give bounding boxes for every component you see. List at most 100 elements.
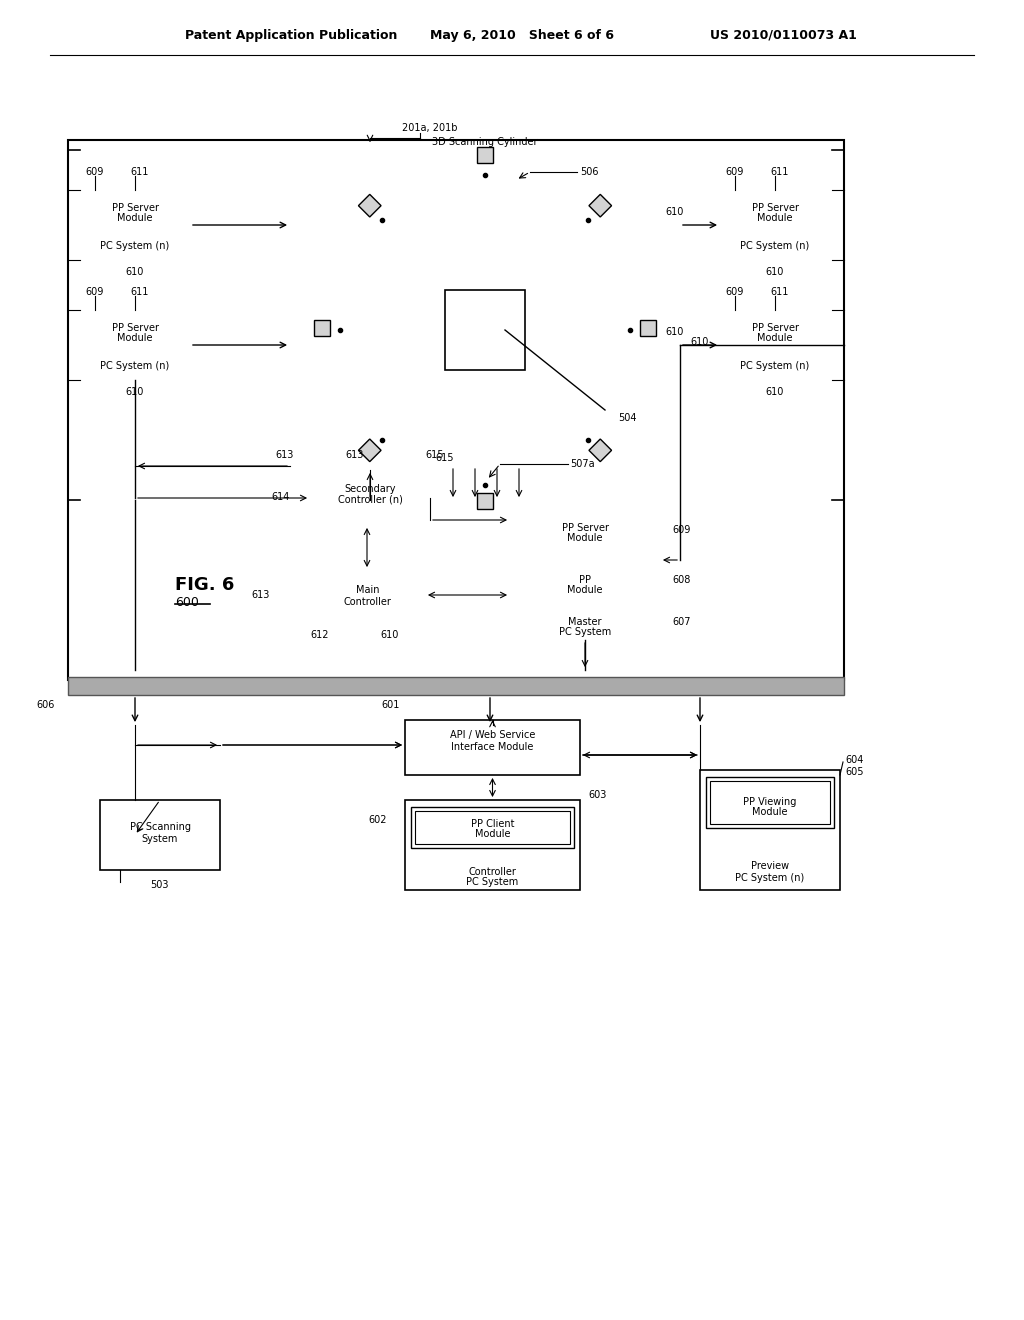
Text: 613: 613 — [346, 450, 365, 459]
Text: 610: 610 — [125, 387, 143, 397]
Bar — [511, 466, 527, 480]
Bar — [489, 466, 505, 480]
Text: PC Scanning: PC Scanning — [129, 822, 190, 832]
Bar — [314, 319, 330, 337]
Text: 609: 609 — [725, 168, 743, 177]
Text: 608: 608 — [672, 576, 690, 585]
Text: 610: 610 — [380, 630, 398, 640]
Text: Module: Module — [118, 333, 153, 343]
Text: PC System (n): PC System (n) — [740, 360, 810, 371]
Text: 615: 615 — [436, 453, 455, 463]
Text: PP Server: PP Server — [561, 523, 608, 533]
Text: Preview: Preview — [751, 861, 790, 871]
Bar — [589, 194, 611, 216]
Bar — [411, 807, 574, 847]
Bar — [706, 777, 834, 828]
Text: API / Web Service: API / Web Service — [450, 730, 536, 741]
Bar — [84, 194, 186, 256]
Text: PP: PP — [579, 576, 591, 585]
Text: May 6, 2010   Sheet 6 of 6: May 6, 2010 Sheet 6 of 6 — [430, 29, 614, 41]
Text: 611: 611 — [770, 286, 788, 297]
Bar — [522, 565, 648, 601]
Bar — [640, 319, 656, 337]
Text: 609: 609 — [85, 286, 103, 297]
Text: PP Server: PP Server — [112, 203, 159, 213]
Bar — [310, 470, 430, 525]
Text: PC System: PC System — [466, 876, 518, 887]
Bar — [720, 310, 830, 380]
Text: PC System (n): PC System (n) — [100, 242, 170, 251]
Text: 615: 615 — [426, 450, 444, 459]
Text: Module: Module — [758, 333, 793, 343]
Text: 611: 611 — [130, 168, 148, 177]
Text: Master: Master — [568, 616, 602, 627]
Text: Secondary: Secondary — [344, 484, 395, 495]
Text: 603: 603 — [588, 789, 606, 800]
Text: 201a, 201b: 201a, 201b — [402, 123, 458, 133]
Bar — [518, 561, 652, 605]
Text: Module: Module — [475, 829, 510, 840]
Text: PC System (n): PC System (n) — [735, 873, 805, 883]
Text: Module: Module — [118, 213, 153, 223]
Text: Module: Module — [567, 533, 603, 543]
Text: Controller: Controller — [469, 867, 516, 876]
Text: PP Server: PP Server — [112, 323, 159, 333]
Text: 610: 610 — [765, 267, 783, 277]
Text: FIG. 6: FIG. 6 — [175, 576, 234, 594]
Text: 610: 610 — [665, 207, 683, 216]
Bar — [724, 314, 826, 376]
Text: PP Viewing: PP Viewing — [743, 797, 797, 807]
Text: 507a: 507a — [570, 459, 595, 469]
Text: 601: 601 — [382, 700, 400, 710]
Text: PP Server: PP Server — [752, 323, 799, 333]
Bar — [406, 719, 580, 775]
Text: 3D Scanning Cylinder: 3D Scanning Cylinder — [432, 137, 538, 147]
Bar — [724, 194, 826, 256]
Text: Main: Main — [355, 585, 379, 595]
Text: 611: 611 — [770, 168, 788, 177]
Bar — [700, 770, 840, 890]
Text: Module: Module — [567, 585, 603, 595]
Text: PP Client: PP Client — [471, 818, 514, 829]
Bar — [415, 810, 570, 843]
Bar — [477, 147, 493, 162]
Text: Patent Application Publication: Patent Application Publication — [185, 29, 397, 41]
Ellipse shape — [340, 176, 630, 484]
Text: 610: 610 — [765, 387, 783, 397]
Bar — [358, 440, 381, 462]
Text: 610: 610 — [125, 267, 143, 277]
Text: 613: 613 — [275, 450, 294, 459]
Text: PC System: PC System — [559, 627, 611, 638]
Text: Module: Module — [758, 213, 793, 223]
Text: PC System (n): PC System (n) — [740, 242, 810, 251]
Bar — [100, 800, 220, 870]
Text: US 2010/0110073 A1: US 2010/0110073 A1 — [710, 29, 857, 41]
Bar — [310, 570, 425, 620]
Text: 606: 606 — [37, 700, 55, 710]
Text: 613: 613 — [252, 590, 270, 601]
Text: 506: 506 — [580, 168, 598, 177]
Bar — [84, 314, 186, 376]
Bar — [358, 194, 381, 216]
Text: 611: 611 — [130, 286, 148, 297]
Text: 602: 602 — [369, 814, 387, 825]
Text: 604: 604 — [845, 755, 863, 766]
Bar — [710, 781, 830, 824]
Text: Interface Module: Interface Module — [452, 742, 534, 752]
Bar — [467, 466, 483, 480]
Text: 503: 503 — [150, 880, 169, 890]
Bar — [290, 150, 680, 500]
Text: PP Server: PP Server — [752, 203, 799, 213]
Text: 614: 614 — [271, 492, 290, 503]
Text: 605: 605 — [845, 767, 863, 777]
Bar — [445, 290, 525, 370]
Text: 609: 609 — [725, 286, 743, 297]
Text: 610: 610 — [665, 327, 683, 337]
Bar — [68, 677, 844, 696]
Text: 610: 610 — [690, 337, 709, 347]
Bar — [80, 310, 190, 380]
Text: Controller (n): Controller (n) — [338, 495, 402, 504]
Bar — [510, 500, 660, 640]
Text: PC System (n): PC System (n) — [100, 360, 170, 371]
Text: System: System — [141, 834, 178, 843]
